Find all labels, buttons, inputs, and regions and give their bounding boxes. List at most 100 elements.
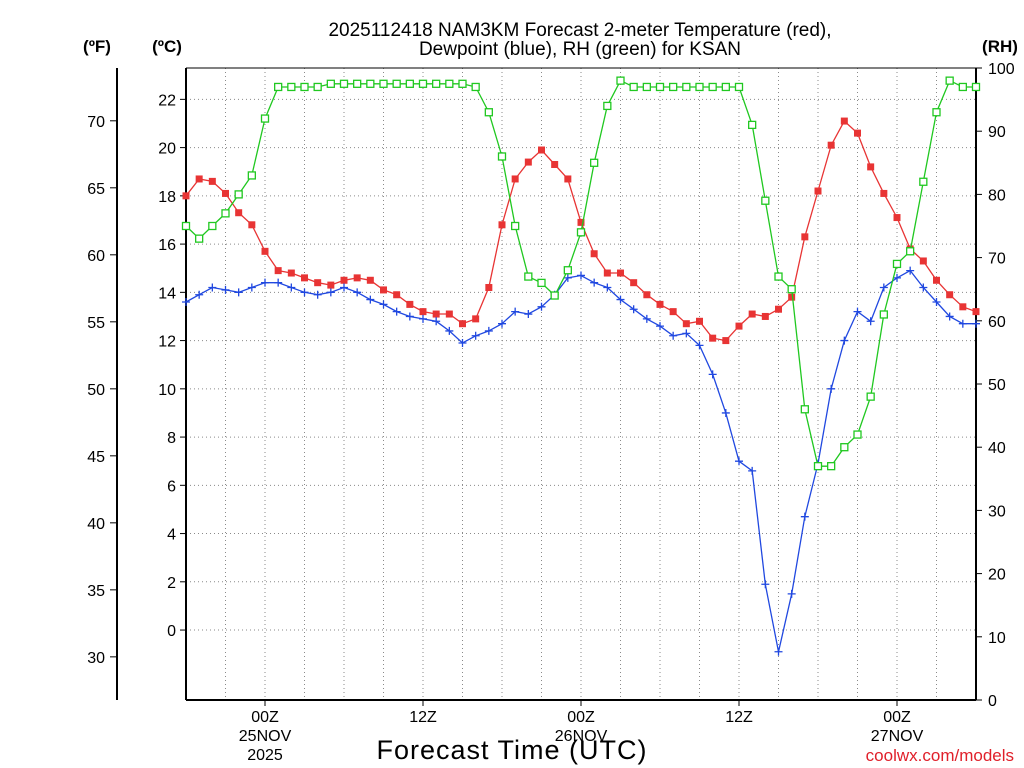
- rh-point: [537, 278, 546, 288]
- rh-point: [366, 79, 375, 88]
- x-tick-label-time: 12Z: [725, 709, 753, 726]
- dewpoint-point: [563, 273, 572, 282]
- temperature-point: [972, 308, 980, 316]
- credit-text: coolwx.com/models: [866, 746, 1014, 765]
- dewpoint-point: [577, 271, 585, 280]
- rh-point: [721, 82, 730, 92]
- rh-point: [669, 82, 678, 92]
- temperature-point: [538, 146, 545, 154]
- rh-tick-label: 10: [988, 630, 1006, 647]
- chart-title-line-2: Dewpoint (blue), RH (green) for KSAN: [419, 39, 741, 60]
- x-axis-title: Forecast Time (UTC): [376, 735, 647, 765]
- rh-point: [748, 120, 757, 130]
- rh-tick-label: 90: [988, 124, 1006, 141]
- temperature-point: [182, 192, 190, 200]
- temperature-point: [472, 315, 480, 323]
- rh-point: [511, 221, 520, 231]
- rh-point: [524, 272, 533, 281]
- fahrenheit-tick-label: 60: [87, 248, 105, 265]
- celsius-tick-label: 10: [158, 382, 176, 399]
- rh-point: [458, 79, 467, 88]
- celsius-tick-label: 4: [167, 527, 176, 544]
- axes: 0 2 4 6 8 10 12 14 16 18 20 22 30 35 40 45 50 55 60 65 70 0 10…: [87, 61, 1015, 764]
- temperature-point: [511, 175, 519, 183]
- temperature-point: [222, 189, 229, 197]
- dewpoint-point: [761, 580, 770, 589]
- dewpoint-point: [366, 295, 375, 304]
- rh-point: [971, 82, 981, 92]
- dewpoint-point: [629, 305, 638, 314]
- dewpoint-point: [471, 331, 480, 340]
- dewpoint-point: [919, 283, 928, 292]
- temperature-point: [617, 269, 624, 277]
- rh-point: [682, 82, 691, 92]
- rh-unit-label: (RH): [982, 37, 1018, 56]
- temperature-point: [854, 129, 861, 137]
- rh-point: [287, 82, 296, 92]
- rh-point: [326, 79, 335, 88]
- rh-point: [208, 221, 217, 231]
- rh-tick-label: 60: [988, 314, 1006, 331]
- temperature-point: [709, 334, 717, 342]
- temperature-point: [406, 300, 414, 308]
- temperature-point: [195, 175, 203, 183]
- temperature-point: [577, 218, 585, 226]
- rh-point: [695, 82, 704, 92]
- celsius-tick-label: 6: [167, 478, 176, 495]
- temperature-point: [919, 257, 927, 265]
- dewpoint-point: [682, 329, 691, 338]
- rh-point: [379, 79, 388, 88]
- dewpoint-point: [274, 278, 283, 287]
- dewpoint-point: [932, 297, 941, 306]
- celsius-tick-label: 12: [158, 334, 176, 351]
- rh-point: [353, 79, 362, 88]
- temperature-point: [445, 310, 453, 318]
- rh-point: [655, 82, 665, 92]
- rh-point: [603, 101, 612, 111]
- dewpoint-point: [708, 370, 717, 379]
- dewpoint-point: [748, 466, 757, 475]
- rh-point: [471, 82, 480, 92]
- temperature-point: [959, 303, 967, 311]
- x-tick-label-date: 27NOV: [871, 728, 924, 745]
- dewpoint-point: [432, 317, 441, 326]
- rh-point: [195, 234, 204, 243]
- dewpoint-point: [419, 314, 427, 323]
- celsius-unit-label: (ºC): [152, 37, 182, 56]
- dewpoint-point: [511, 307, 520, 316]
- temperature-point: [340, 276, 348, 284]
- temperature-point: [248, 221, 256, 229]
- temperature-point: [393, 291, 401, 299]
- x-tick-label-year: 2025: [247, 747, 283, 764]
- x-tick-label-date: 25NOV: [239, 728, 292, 745]
- rh-tick-label: 50: [988, 377, 1006, 394]
- temperature-point: [603, 269, 611, 277]
- chart-title-line-1: 2025112418 NAM3KM Forecast 2-meter Tempe…: [328, 20, 831, 41]
- temperature-point: [590, 250, 598, 258]
- temperature-point: [485, 284, 493, 292]
- temperature-point: [748, 310, 756, 318]
- rh-point: [274, 82, 283, 92]
- temperature-point: [366, 276, 374, 284]
- dewpoint-point: [958, 319, 967, 328]
- dewpoint-point: [800, 512, 809, 521]
- celsius-tick-label: 22: [158, 92, 176, 109]
- dewpoint-point: [774, 647, 783, 656]
- dewpoint-point: [498, 319, 506, 328]
- rh-point: [392, 79, 401, 88]
- temperature-point: [274, 267, 282, 275]
- x-tick-label-time: 00Z: [251, 709, 279, 726]
- fahrenheit-tick-label: 65: [87, 181, 105, 198]
- dewpoint-point: [840, 336, 849, 345]
- rh-tick-label: 20: [988, 567, 1006, 584]
- temperature-point: [801, 233, 809, 241]
- rh-point: [563, 266, 572, 275]
- dewpoint-point: [300, 288, 309, 297]
- dewpoint-point: [642, 314, 651, 323]
- temperature-point: [788, 293, 796, 301]
- dewpoint-point: [353, 288, 362, 297]
- temperature-point: [643, 291, 651, 299]
- temperature-point: [775, 305, 782, 313]
- temperature-point: [459, 320, 466, 328]
- temperature-point: [314, 279, 322, 287]
